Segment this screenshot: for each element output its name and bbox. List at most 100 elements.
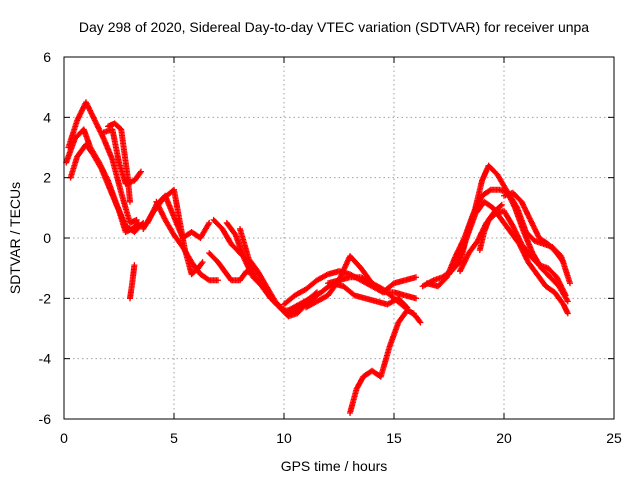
data-point-run xyxy=(118,127,131,180)
data-point-run xyxy=(130,220,141,231)
grid-lines xyxy=(64,57,614,419)
data-point xyxy=(417,319,424,326)
data-point-run xyxy=(83,100,98,122)
data-point-run xyxy=(180,245,194,264)
y-tick-label: 0 xyxy=(43,230,51,246)
data-point-run xyxy=(207,251,220,265)
data-point-run xyxy=(109,158,124,195)
series-track-23 xyxy=(476,201,505,254)
y-tick-label: 4 xyxy=(43,109,51,125)
data-point-run xyxy=(154,200,168,222)
data-point-run xyxy=(273,299,286,313)
data-point-run xyxy=(499,218,513,234)
data-point xyxy=(206,219,213,226)
y-tick-label: -4 xyxy=(39,351,52,367)
series-track-12 xyxy=(223,219,320,320)
data-point-run xyxy=(132,169,144,183)
data-point-run xyxy=(554,275,568,297)
data-point-run xyxy=(297,296,313,307)
data-point xyxy=(567,280,573,287)
y-tick-label: -2 xyxy=(39,290,52,306)
data-point-run xyxy=(198,272,211,283)
data-point-run xyxy=(479,163,491,183)
data-point xyxy=(131,262,138,269)
data-point-run xyxy=(196,260,205,270)
data-point-run xyxy=(514,206,529,234)
data-point-run xyxy=(282,293,297,307)
data-point-run xyxy=(495,173,509,192)
data-point-run xyxy=(65,118,80,149)
data-point-run xyxy=(534,272,548,289)
data-point-run xyxy=(413,314,423,325)
data-point xyxy=(135,219,142,226)
data-point-run xyxy=(246,257,260,273)
data-point-run xyxy=(501,209,515,228)
data-point xyxy=(498,201,505,208)
data-point-run xyxy=(211,218,225,231)
data-point xyxy=(138,168,144,175)
data-point xyxy=(560,259,567,266)
data-point-run xyxy=(220,227,234,246)
data-point-run xyxy=(171,188,182,216)
data-point-run xyxy=(524,230,537,243)
y-tick-label: -6 xyxy=(39,411,52,427)
data-point-run xyxy=(189,260,203,276)
series-track-17 xyxy=(325,274,419,296)
data-point-run xyxy=(381,281,396,295)
data-point-run xyxy=(392,296,407,310)
data-point-run xyxy=(124,176,133,204)
data-point-run xyxy=(171,233,185,249)
series-track-3 xyxy=(67,141,142,235)
series-track-21 xyxy=(446,198,571,317)
data-point-run xyxy=(132,221,146,234)
data-point-run xyxy=(68,155,80,180)
data-point-run xyxy=(255,269,269,288)
data-point-run xyxy=(446,260,460,276)
data-point-run xyxy=(127,281,135,300)
x-tick-label: 10 xyxy=(276,430,292,446)
y-tick-label: 6 xyxy=(43,49,51,65)
data-point-run xyxy=(118,191,133,225)
data-point-run xyxy=(293,287,308,298)
data-point-run xyxy=(537,235,550,247)
data-point-run xyxy=(116,161,129,186)
x-tick-label: 5 xyxy=(170,430,178,446)
data-point xyxy=(410,310,417,317)
data-point-run xyxy=(546,266,559,280)
data-point xyxy=(562,292,569,299)
data-point-run xyxy=(546,242,559,255)
x-tick-label: 15 xyxy=(386,430,402,446)
data-point-run xyxy=(378,345,393,379)
data-point-run xyxy=(162,194,177,219)
x-tick-label: 20 xyxy=(496,430,512,446)
data-point-run xyxy=(486,163,500,177)
data-point-run xyxy=(455,236,470,264)
data-point-run xyxy=(83,142,95,156)
data-point-run xyxy=(109,127,122,165)
data-point-run xyxy=(304,299,319,310)
data-point-run xyxy=(477,230,487,252)
data-point-run xyxy=(519,200,533,222)
data-point-run xyxy=(347,387,360,415)
data-point-run xyxy=(242,257,256,279)
data-point-run xyxy=(116,209,129,234)
data-point-run xyxy=(348,254,363,271)
data-point-run xyxy=(145,203,159,225)
data-points xyxy=(63,99,573,416)
data-point-run xyxy=(286,302,302,313)
data-point-run xyxy=(341,284,357,298)
data-point-run xyxy=(215,260,227,274)
data-point xyxy=(127,198,133,205)
data-point-run xyxy=(233,233,247,261)
series-track-5 xyxy=(105,120,133,205)
data-point-run xyxy=(264,284,278,303)
data-point-run xyxy=(101,136,115,162)
data-point-run xyxy=(544,284,557,295)
data-point-run xyxy=(90,151,104,171)
y-axis-label: SDTVAR / TECUs xyxy=(7,182,23,294)
data-point-run xyxy=(510,224,524,246)
data-point-run xyxy=(163,218,177,237)
data-point-run xyxy=(510,190,524,204)
data-point-run xyxy=(198,221,212,240)
